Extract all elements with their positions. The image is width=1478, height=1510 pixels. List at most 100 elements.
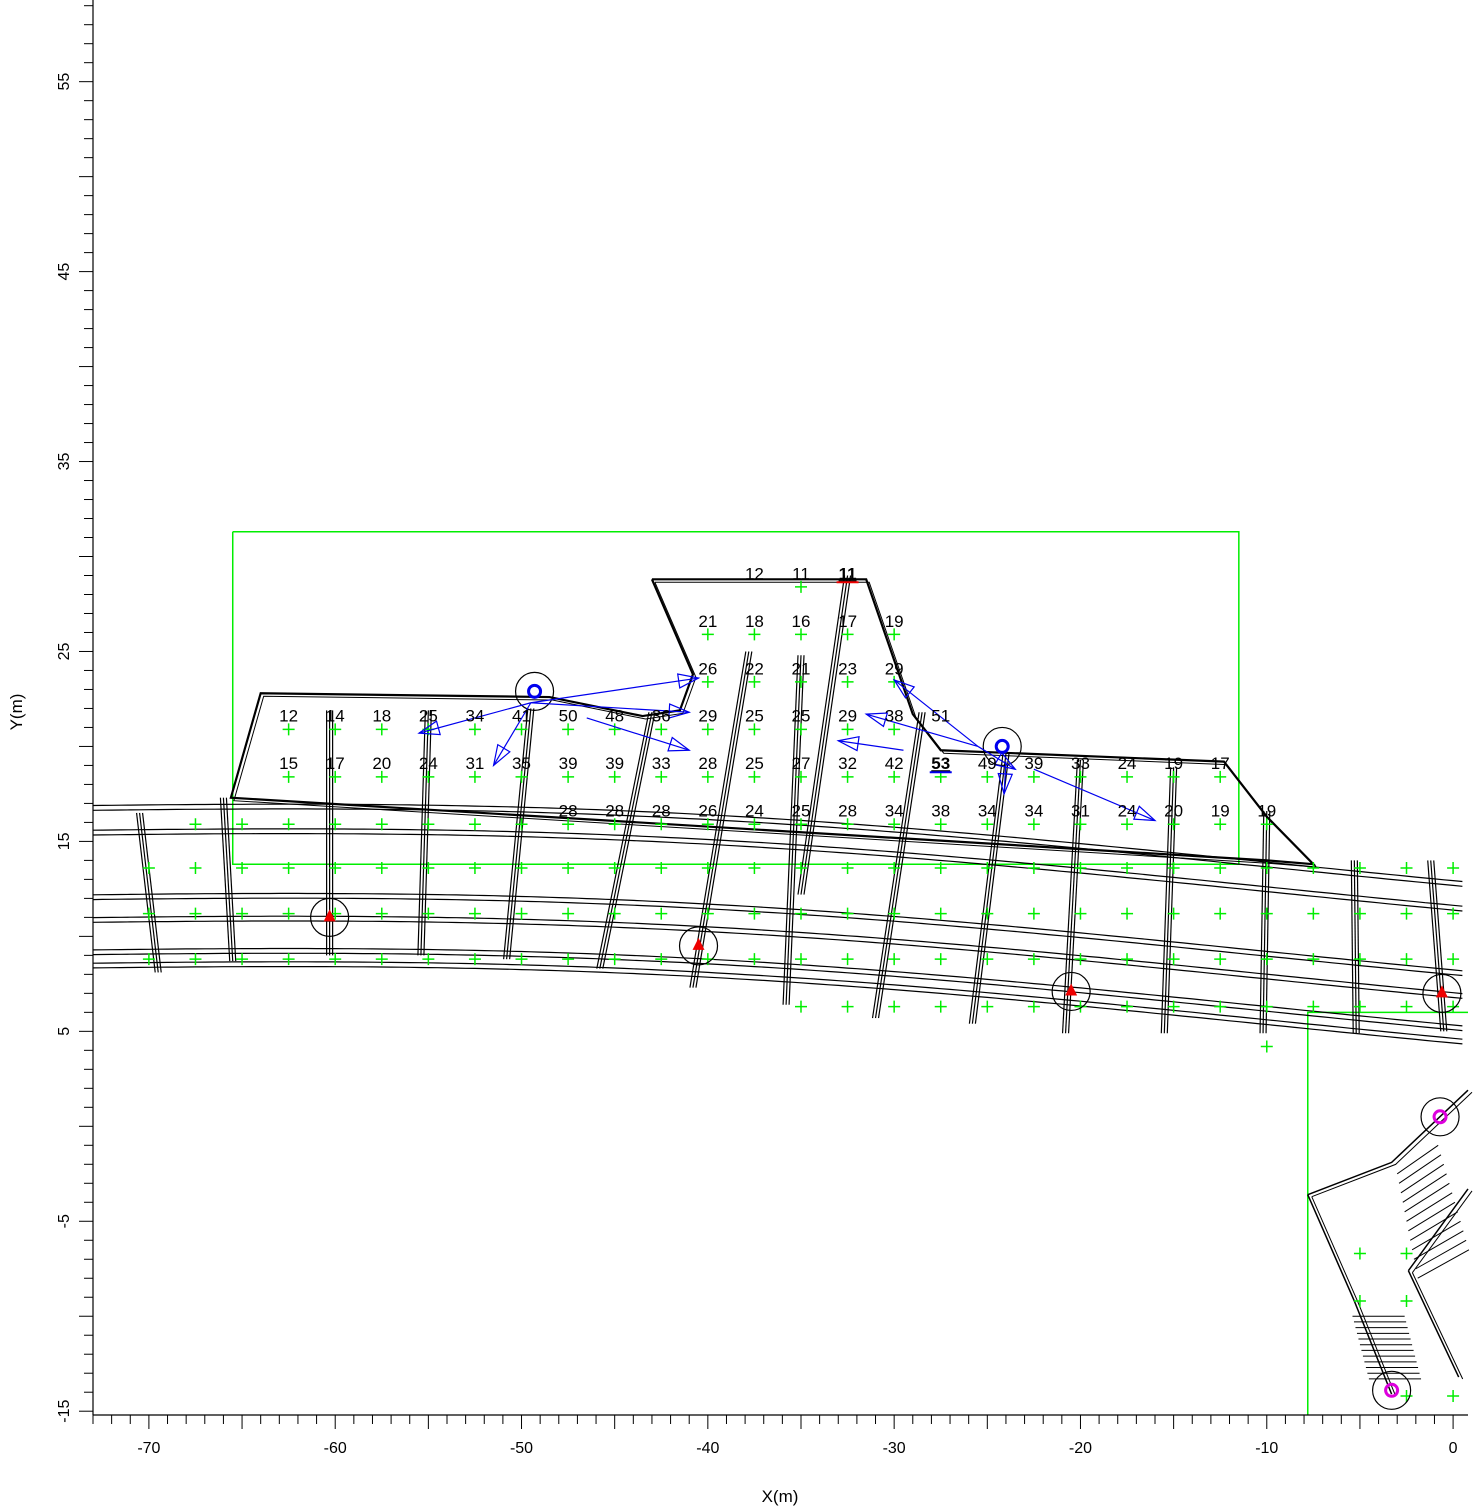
x-tick-label: -30: [883, 1440, 906, 1457]
grid-cross: [841, 675, 854, 688]
measurement-value: 53: [931, 754, 950, 773]
grid-cross: [608, 818, 621, 831]
grid-cross: [515, 770, 528, 783]
grid-cross: [608, 770, 621, 783]
grid-cross: [981, 1000, 994, 1013]
pile-line: [417, 710, 426, 956]
marker-circle: [1422, 973, 1462, 1013]
grid-cross: [794, 580, 807, 593]
grid-cross: [1167, 861, 1180, 874]
grid-cross: [1353, 1247, 1366, 1260]
grid-cross: [282, 861, 295, 874]
arrow-head: [417, 720, 441, 736]
measurement-value: 23: [838, 659, 857, 678]
arrow-head: [997, 772, 1014, 796]
pile-line: [423, 710, 432, 956]
measurement-value: 34: [465, 707, 484, 726]
grid-cross: [1121, 907, 1134, 920]
grid-cross: [189, 953, 202, 966]
grid-cross: [655, 723, 668, 736]
grid-cross: [1214, 770, 1227, 783]
beam-line: [92, 966, 1463, 1045]
grid-cross: [1074, 953, 1087, 966]
grid-cross: [841, 907, 854, 920]
grid-cross: [236, 953, 249, 966]
marker-circle: [514, 671, 555, 711]
grid-cross: [515, 907, 528, 920]
grid-cross: [934, 953, 947, 966]
grid-cross: [841, 953, 854, 966]
grid-cross: [468, 861, 481, 874]
grid-cross: [934, 818, 947, 831]
grid-cross: [282, 907, 295, 920]
grid-cross: [562, 723, 575, 736]
grid-cross: [1353, 1000, 1366, 1013]
arrow-head: [492, 743, 511, 767]
pile-line: [874, 712, 923, 1019]
arrow-shaft: [530, 677, 699, 704]
pile-line: [1430, 860, 1445, 1032]
grid-cross: [655, 861, 668, 874]
x-axis-title: X(m): [762, 1487, 799, 1506]
grid-cross: [701, 675, 714, 688]
grid-cross: [841, 628, 854, 641]
grid-cross: [794, 818, 807, 831]
stair-step: [1406, 1192, 1453, 1222]
grid-cross: [655, 770, 668, 783]
grid-cross: [375, 723, 388, 736]
pile-line: [974, 753, 1010, 1024]
beam-line: [92, 833, 1463, 912]
arrow-head: [892, 678, 916, 699]
measurement-value: 28: [652, 802, 671, 821]
pile-line: [141, 812, 162, 973]
measurement-value: 28: [698, 754, 717, 773]
y-tick-label: -5: [56, 1214, 73, 1228]
grid-cross: [981, 770, 994, 783]
grid-cross: [1400, 861, 1413, 874]
arrow-shaft: [493, 702, 532, 766]
measurement-value: 26: [698, 802, 717, 821]
grid-cross: [748, 770, 761, 783]
grid-cross: [1307, 953, 1320, 966]
beam-line: [92, 892, 1463, 972]
measurement-value: 31: [1071, 802, 1090, 821]
stair-step: [1402, 1173, 1447, 1203]
grid-cross: [189, 907, 202, 920]
arrow-shaft: [866, 713, 979, 748]
grid-cross: [375, 907, 388, 920]
grid-cross: [1400, 953, 1413, 966]
grid-cross: [1027, 953, 1040, 966]
grid-cross: [329, 770, 342, 783]
grid-cross: [375, 953, 388, 966]
measurement-value: 21: [792, 659, 811, 678]
y-tick-label: 55: [56, 73, 73, 91]
grid-cross: [701, 770, 714, 783]
grid-cross: [468, 907, 481, 920]
marker-circle: [1420, 1097, 1460, 1137]
grid-cross: [422, 818, 435, 831]
arrow-shaft: [838, 740, 904, 751]
pile-line: [1160, 767, 1172, 1034]
grid-cross: [329, 723, 342, 736]
stair-step: [1398, 1154, 1442, 1184]
grid-cross: [1307, 1000, 1320, 1013]
measurement-value: 21: [698, 612, 717, 631]
grid-cross: [655, 953, 668, 966]
grid-cross: [562, 907, 575, 920]
grid-cross: [1167, 1000, 1180, 1013]
stair-step: [1408, 1201, 1456, 1232]
grid-cross: [888, 818, 901, 831]
grid-cross: [841, 1000, 854, 1013]
grid-cross: [422, 861, 435, 874]
arrow-shaft: [418, 702, 531, 734]
pile-line: [689, 651, 747, 988]
measurement-value: 36: [652, 707, 671, 726]
pile-line: [788, 655, 805, 1005]
measurement-value: 33: [1071, 754, 1090, 773]
grid-cross: [1307, 907, 1320, 920]
grid-cross: [608, 953, 621, 966]
y-tick-label: 15: [56, 832, 73, 850]
grid-cross: [1400, 1000, 1413, 1013]
grid-cross: [748, 861, 761, 874]
grid-cross: [1167, 770, 1180, 783]
